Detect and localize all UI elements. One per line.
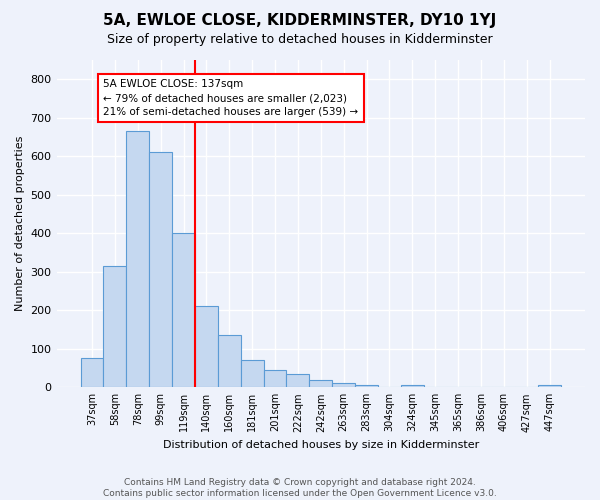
- Text: 5A, EWLOE CLOSE, KIDDERMINSTER, DY10 1YJ: 5A, EWLOE CLOSE, KIDDERMINSTER, DY10 1YJ: [103, 12, 497, 28]
- Bar: [310, 380, 332, 388]
- Bar: [218, 336, 241, 388]
- Bar: [127, 131, 149, 388]
- Bar: [195, 306, 218, 388]
- Bar: [286, 374, 310, 388]
- Bar: [355, 384, 378, 388]
- Bar: [538, 384, 561, 388]
- Text: Size of property relative to detached houses in Kidderminster: Size of property relative to detached ho…: [107, 32, 493, 46]
- Y-axis label: Number of detached properties: Number of detached properties: [15, 136, 25, 312]
- Text: 5A EWLOE CLOSE: 137sqm
← 79% of detached houses are smaller (2,023)
21% of semi-: 5A EWLOE CLOSE: 137sqm ← 79% of detached…: [103, 80, 359, 118]
- X-axis label: Distribution of detached houses by size in Kidderminster: Distribution of detached houses by size …: [163, 440, 479, 450]
- Bar: [401, 385, 424, 388]
- Bar: [241, 360, 263, 388]
- Bar: [149, 152, 172, 388]
- Text: Contains HM Land Registry data © Crown copyright and database right 2024.
Contai: Contains HM Land Registry data © Crown c…: [103, 478, 497, 498]
- Bar: [332, 382, 355, 388]
- Bar: [103, 266, 127, 388]
- Bar: [263, 370, 286, 388]
- Bar: [80, 358, 103, 388]
- Bar: [172, 234, 195, 388]
